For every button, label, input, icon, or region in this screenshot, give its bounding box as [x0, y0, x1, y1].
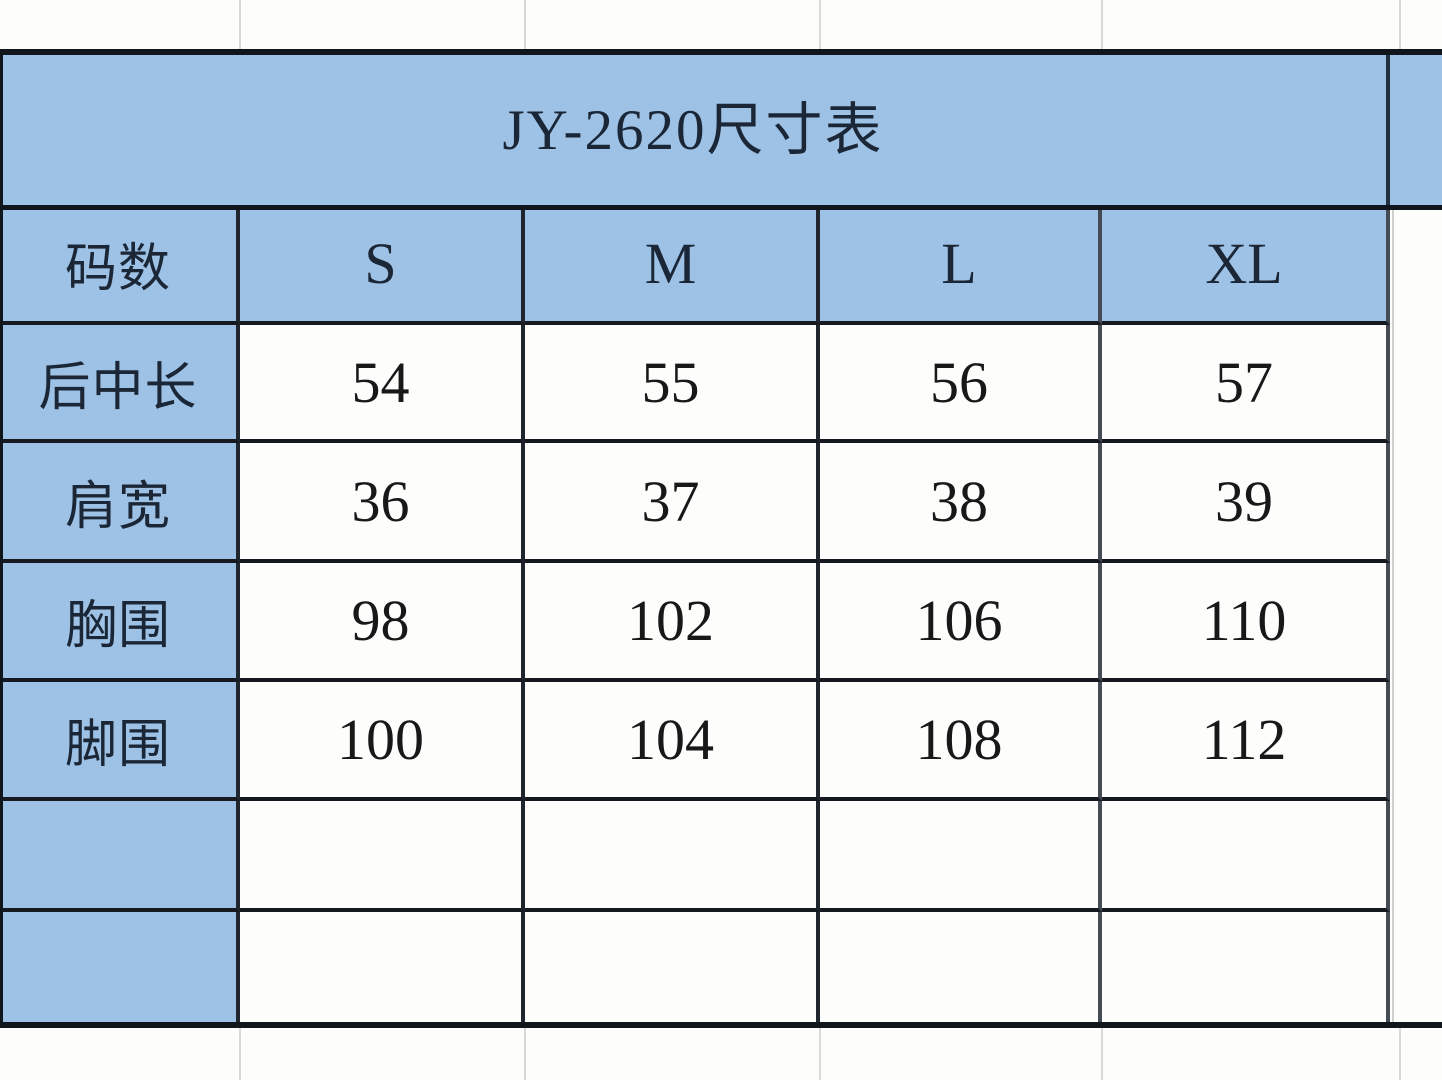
table-title: JY-2620尺寸表 — [502, 99, 884, 162]
col-header-m: M — [525, 205, 820, 325]
empty-cell — [525, 801, 820, 912]
size-value-cell: 102 — [525, 563, 820, 682]
size-value-cell: 57 — [1102, 325, 1390, 443]
table-title-row: JY-2620尺寸表 — [0, 49, 1442, 205]
size-value-cell: 112 — [1102, 682, 1390, 801]
size-value-cell: 38 — [820, 443, 1102, 563]
size-value-cell: 39 — [1102, 443, 1390, 563]
sheet-gridline — [1101, 0, 1103, 49]
sheet-gridline — [239, 1028, 241, 1080]
empty-cell — [525, 912, 820, 1022]
empty-cell — [820, 801, 1102, 912]
col-header-size-label: 码数 — [0, 205, 240, 325]
empty-cell — [1102, 801, 1390, 912]
row-label-shoulder-width: 肩宽 — [0, 443, 240, 563]
empty-cell — [820, 912, 1102, 1022]
sheet-gridline — [1392, 205, 1394, 1022]
sheet-gridline — [239, 0, 241, 49]
size-value-cell: 98 — [240, 563, 525, 682]
size-value-cell: 108 — [820, 682, 1102, 801]
sheet-gridline — [524, 1028, 526, 1080]
row-label-bust: 胸围 — [0, 563, 240, 682]
title-bottom-border — [0, 205, 1442, 210]
size-value-cell: 37 — [525, 443, 820, 563]
title-row-overflow-cell — [1390, 49, 1442, 205]
sheet-gridline — [1399, 0, 1401, 49]
table-title-cell: JY-2620尺寸表 — [0, 49, 1390, 205]
size-value-cell: 110 — [1102, 563, 1390, 682]
table-left-border — [0, 49, 3, 1022]
col-header-s: S — [240, 205, 525, 325]
col-header-xl: XL — [1102, 205, 1390, 325]
sheet-gridline — [524, 0, 526, 49]
size-value-cell: 36 — [240, 443, 525, 563]
sheet-gridline — [1101, 1028, 1103, 1080]
size-value-cell: 55 — [525, 325, 820, 443]
size-value-cell: 106 — [820, 563, 1102, 682]
empty-label-cell — [0, 801, 240, 912]
size-value-cell: 56 — [820, 325, 1102, 443]
size-value-cell: 104 — [525, 682, 820, 801]
empty-cell — [240, 912, 525, 1022]
col-header-l: L — [820, 205, 1102, 325]
sheet-gridline — [1399, 1028, 1401, 1080]
table-top-border — [0, 49, 1442, 55]
empty-cell — [240, 801, 525, 912]
size-value-cell: 54 — [240, 325, 525, 443]
row-label-hem: 脚围 — [0, 682, 240, 801]
sheet-gridline — [819, 1028, 821, 1080]
table-bottom-border — [0, 1022, 1442, 1028]
row-label-back-center-length: 后中长 — [0, 325, 240, 443]
sheet-gridline — [819, 0, 821, 49]
empty-label-cell — [0, 912, 240, 1022]
size-value-cell: 100 — [240, 682, 525, 801]
size-table: 码数 S M L XL 后中长 54 55 56 57 肩宽 36 37 38 … — [0, 205, 1390, 1022]
empty-cell — [1102, 912, 1390, 1022]
